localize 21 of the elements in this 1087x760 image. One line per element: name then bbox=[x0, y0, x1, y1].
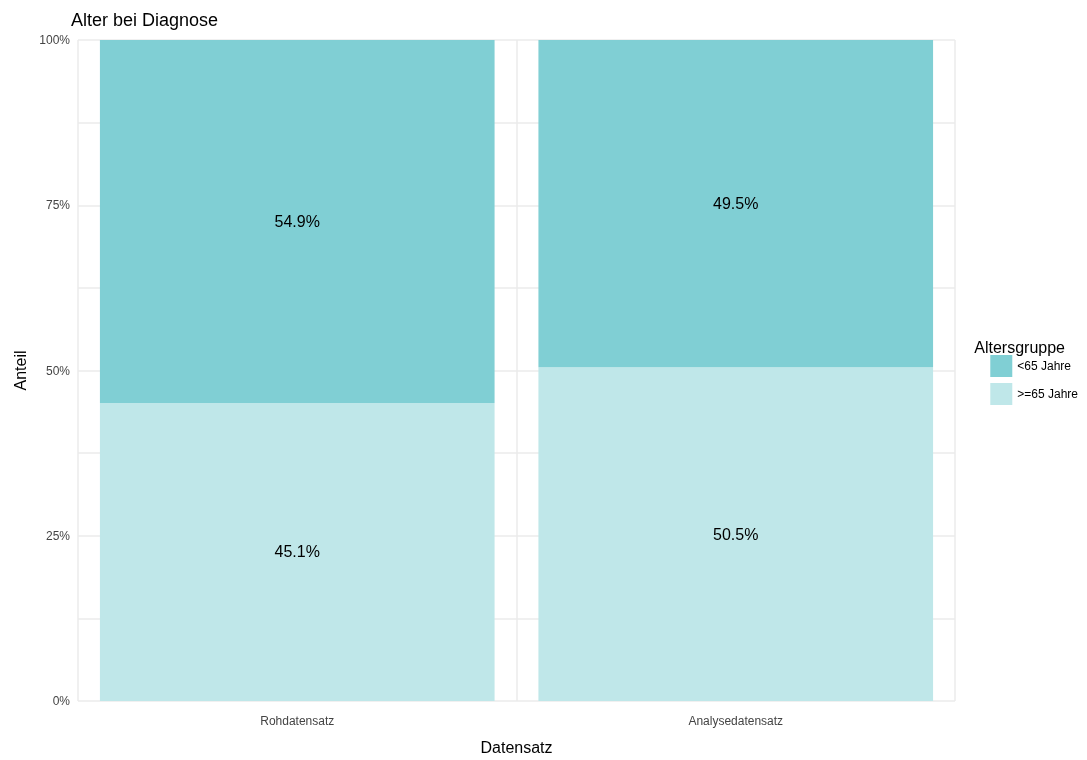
chart-title: Alter bei Diagnose bbox=[71, 10, 219, 30]
y-tick-label: 25% bbox=[45, 528, 71, 543]
legend-title: Altersgruppe bbox=[974, 338, 1066, 356]
legend-label: <65 Jahre bbox=[1017, 359, 1072, 373]
bar bbox=[538, 367, 934, 701]
x-tick-label: Rohdatensatz bbox=[260, 714, 335, 728]
y-tick-label: 0% bbox=[52, 694, 71, 708]
legend-label: >=65 Jahre bbox=[1017, 387, 1079, 401]
x-axis-title: Datensatz bbox=[480, 738, 553, 756]
data-label: 45.1% bbox=[274, 543, 320, 561]
y-axis-title: Anteil bbox=[11, 350, 29, 391]
data-label: 50.5% bbox=[713, 525, 759, 543]
y-tick-label: 100% bbox=[39, 33, 71, 47]
bar bbox=[99, 40, 495, 403]
data-label: 49.5% bbox=[713, 195, 759, 213]
x-tick-label: Analysedatensatz bbox=[688, 714, 784, 728]
y-tick-label: 75% bbox=[45, 198, 71, 213]
y-tick-label: 50% bbox=[45, 363, 71, 378]
bar bbox=[538, 40, 934, 368]
bar bbox=[99, 402, 495, 701]
data-label: 54.9% bbox=[274, 212, 320, 230]
